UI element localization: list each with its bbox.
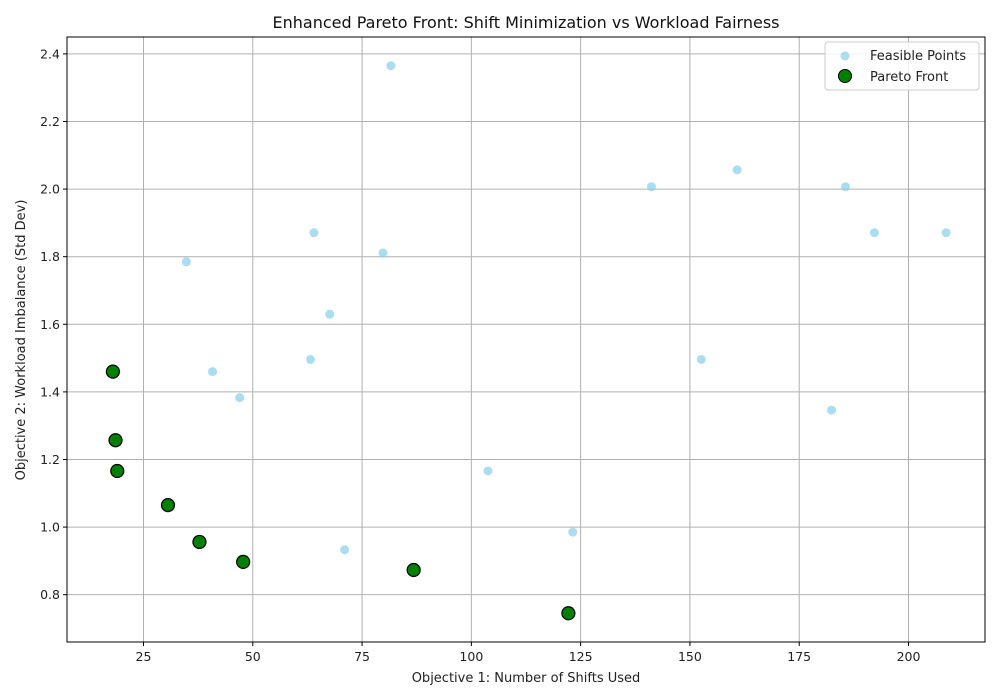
y-tick-label: 1.8 bbox=[40, 249, 60, 264]
x-axis-label: Objective 1: Number of Shifts Used bbox=[412, 671, 641, 686]
feasible-point bbox=[841, 182, 851, 192]
feasible-point bbox=[646, 182, 656, 192]
x-tick-label: 150 bbox=[678, 649, 702, 664]
x-tick-label: 75 bbox=[354, 649, 370, 664]
legend-box bbox=[824, 41, 980, 91]
feasible-point bbox=[386, 61, 396, 71]
y-tick-label: 1.2 bbox=[40, 452, 60, 467]
y-tick-label: 1.0 bbox=[40, 520, 60, 535]
pareto-point bbox=[110, 463, 125, 479]
pareto-point bbox=[160, 498, 176, 513]
legend-marker-feasible bbox=[840, 51, 850, 61]
feasible-point bbox=[696, 354, 706, 364]
pareto-point bbox=[105, 364, 121, 379]
x-tick-label: 200 bbox=[897, 649, 921, 664]
feasible-point bbox=[181, 257, 191, 267]
feasible-point bbox=[732, 165, 742, 175]
feasible-point bbox=[235, 393, 245, 403]
y-tick-label: 2.2 bbox=[40, 114, 60, 129]
feasible-point bbox=[309, 228, 319, 238]
feasible-point bbox=[568, 527, 578, 537]
x-tick-label: 50 bbox=[245, 649, 261, 664]
feasible-point bbox=[340, 545, 350, 555]
feasible-point bbox=[941, 228, 951, 238]
legend-label-feasible: Feasible Points bbox=[870, 49, 966, 64]
y-tick-label: 1.4 bbox=[40, 384, 60, 399]
x-tick-label: 25 bbox=[136, 649, 152, 664]
pareto-point bbox=[108, 433, 123, 448]
y-axis-label: Objective 2: Workload Imbalance (Std Dev… bbox=[14, 200, 29, 481]
x-tick-label: 175 bbox=[787, 649, 811, 664]
feasible-point bbox=[869, 228, 879, 238]
grid-lines bbox=[67, 37, 985, 642]
pareto-point bbox=[236, 554, 251, 569]
chart-title: Enhanced Pareto Front: Shift Minimizatio… bbox=[273, 13, 780, 32]
y-tick-label: 1.6 bbox=[40, 317, 60, 332]
x-tick-label: 125 bbox=[569, 649, 593, 664]
y-tick-label: 0.8 bbox=[40, 587, 60, 602]
pareto-point bbox=[192, 534, 207, 550]
legend-marker-pareto bbox=[838, 69, 852, 83]
legend-label-pareto: Pareto Front bbox=[870, 70, 948, 85]
y-tick-label: 2.4 bbox=[40, 46, 60, 61]
legend: Feasible Points Pareto Front bbox=[824, 41, 980, 91]
x-tick-label: 100 bbox=[459, 649, 483, 664]
feasible-point bbox=[325, 309, 335, 319]
y-tick-label: 2.0 bbox=[40, 182, 60, 197]
feasible-point bbox=[483, 466, 493, 476]
axis-ticks: 25 50 75 100 125 150 175 200 0.8 1.0 1.2 1.4 1.6 1.8 2… bbox=[40, 46, 920, 664]
pareto-point bbox=[561, 606, 576, 621]
pareto-point bbox=[406, 562, 421, 578]
feasible-point bbox=[827, 405, 837, 415]
feasible-point bbox=[305, 354, 315, 364]
plot-frame bbox=[66, 36, 986, 643]
data-points bbox=[105, 61, 951, 621]
feasible-point bbox=[208, 367, 218, 377]
feasible-point bbox=[378, 248, 388, 258]
